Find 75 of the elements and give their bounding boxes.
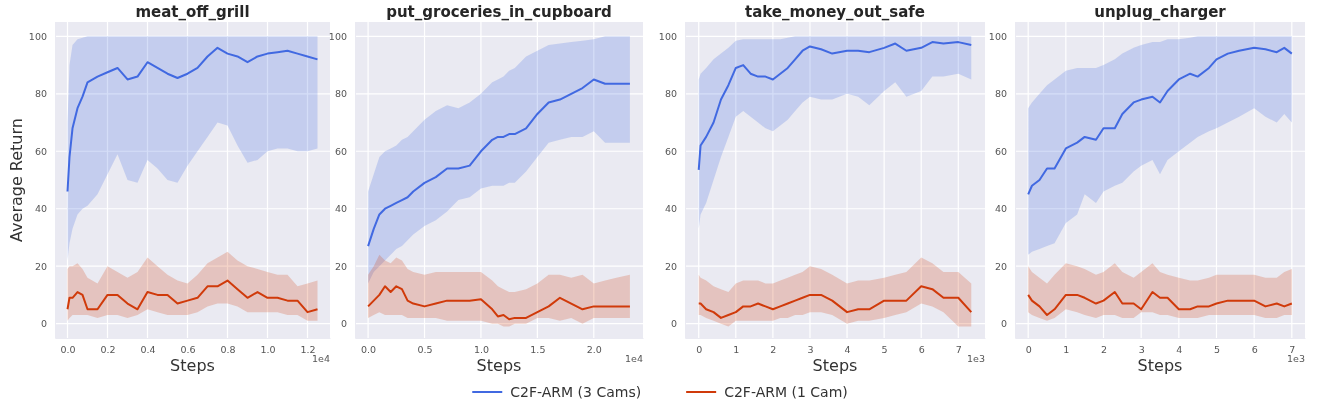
y-tick-label: 0 — [40, 318, 47, 330]
y-tick-label: 0 — [1000, 318, 1007, 330]
y-tick-label: 80 — [34, 88, 47, 100]
legend-label: C2F-ARM (3 Cams) — [510, 384, 642, 400]
y-tick-label: 80 — [994, 88, 1007, 100]
y-tick-label: 40 — [664, 203, 677, 215]
x-tick-label: 4 — [1176, 343, 1183, 355]
y-tick-label: 20 — [34, 260, 47, 272]
x-tick-label: 7 — [1289, 343, 1296, 355]
y-tick-label: 100 — [658, 30, 677, 42]
x-tick-label: 1.0 — [473, 343, 489, 355]
text: 1e4 — [312, 353, 330, 364]
chart-title: unplug_charger — [1094, 3, 1227, 21]
line-series — [367, 78, 631, 248]
y-tick-label: 80 — [664, 88, 677, 100]
y-tick-label: 100 — [328, 30, 347, 42]
x-tick-label: 1 — [733, 343, 740, 355]
y-tick-label: 20 — [334, 260, 347, 272]
y-tick-label: 40 — [334, 203, 347, 215]
x-tick-label: 2 — [770, 343, 777, 355]
line-series — [367, 285, 631, 321]
x-tick-label: 1.0 — [260, 343, 276, 355]
x-tick-label: 1.5 — [530, 343, 546, 355]
x-tick-label: 2 — [1100, 343, 1108, 355]
y-tick-label: 60 — [334, 145, 347, 157]
x-tick-label: 0.6 — [180, 343, 196, 355]
chart-title: meat_off_grill — [135, 3, 250, 21]
y-tick-label: 20 — [664, 260, 677, 272]
y-tick-label: 80 — [334, 88, 347, 100]
y-tick-label: 100 — [28, 30, 47, 42]
y-tick-label: 0 — [340, 318, 347, 330]
x-axis-title: Steps — [476, 356, 522, 375]
text: 1e3 — [967, 353, 985, 364]
x-tick-label: 1.2 — [300, 343, 316, 355]
y-axis-title: Average Return — [7, 118, 26, 242]
y-tick-label: 40 — [994, 203, 1007, 215]
legend-label: C2F-ARM (1 Cam) — [724, 384, 848, 400]
x-tick-label: 0.8 — [220, 343, 236, 355]
y-tick-label: 20 — [994, 260, 1007, 272]
x-tick-label: 6 — [1251, 343, 1258, 355]
x-axis-title: Steps — [1137, 356, 1183, 375]
x-tick-label: 0 — [696, 343, 703, 355]
y-tick-label: 100 — [988, 30, 1007, 42]
x-tick-label: 2.0 — [586, 343, 602, 355]
y-tick-label: 40 — [34, 203, 47, 215]
line-series — [1027, 46, 1293, 196]
line-series — [697, 41, 973, 171]
x-axis-title: Steps — [812, 356, 858, 375]
x-tick-label: 0.0 — [361, 343, 377, 355]
chart-title: take_money_out_safe — [744, 3, 926, 21]
x-tick-label: 5 — [881, 343, 888, 355]
line-series — [66, 46, 319, 193]
line-series — [1027, 291, 1293, 317]
x-tick-label: 0.4 — [140, 343, 156, 355]
y-tick-label: 60 — [34, 145, 47, 157]
line-series — [66, 279, 319, 314]
y-tick-label: 60 — [664, 145, 677, 157]
text: 1e4 — [625, 353, 643, 364]
x-tick-label: 7 — [955, 343, 962, 355]
y-tick-label: 0 — [670, 318, 677, 330]
x-tick-label: 0 — [1025, 343, 1032, 355]
x-tick-label: 3 — [807, 343, 814, 355]
x-axis-title: Steps — [170, 356, 215, 375]
x-tick-label: 5 — [1213, 343, 1221, 355]
x-tick-label: 6 — [918, 343, 925, 355]
x-tick-label: 0.2 — [100, 343, 116, 355]
line-series — [697, 285, 973, 319]
y-tick-label: 60 — [994, 145, 1007, 157]
x-tick-label: 1 — [1063, 343, 1070, 355]
chart-title: put_groceries_in_cupboard — [386, 3, 612, 21]
x-tick-label: 4 — [844, 343, 851, 355]
x-tick-label: 0.5 — [417, 343, 433, 355]
x-tick-label: 0.0 — [60, 343, 76, 355]
text: 1e3 — [1287, 353, 1305, 364]
x-tick-label: 3 — [1138, 343, 1145, 355]
